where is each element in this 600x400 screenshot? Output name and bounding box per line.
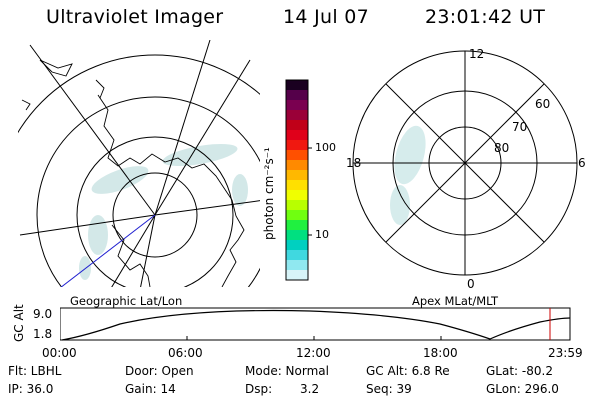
colorbar-band [286, 160, 308, 171]
seq-status: Seq: 39 [366, 382, 412, 396]
mlt-label-6: 6 [578, 156, 586, 170]
colorbar-band [286, 150, 308, 161]
aurora-emission [390, 125, 426, 225]
colorbar-band [286, 90, 308, 101]
instrument-title: Ultraviolet Imager [46, 6, 224, 28]
geographic-map [18, 40, 260, 287]
colorbar-band [286, 120, 308, 131]
mode-status: Mode: Normal [245, 364, 329, 378]
altitude-plot [60, 307, 571, 341]
colorbar-band [286, 230, 308, 241]
colorbar-tick-100: 100 [315, 141, 336, 154]
altitude-xtick: 00:00 [42, 346, 77, 360]
colorbar-band [286, 130, 308, 141]
mlat-label-70: 70 [512, 120, 528, 134]
date-label: 14 Jul 07 [283, 6, 370, 28]
dsp-status-value: 3.2 [300, 382, 320, 396]
filter-status: Flt: LBHL [8, 364, 62, 378]
colorbar-band [286, 80, 308, 91]
colorbar-band [286, 240, 308, 251]
left-map-label: Geographic Lat/Lon [70, 294, 183, 308]
colorbar-band [286, 200, 308, 211]
door-status: Door: Open [125, 364, 194, 378]
altitude-xtick: 18:00 [423, 346, 458, 360]
polar-map [352, 50, 578, 276]
right-map-label: Apex MLat/MLT [412, 294, 499, 308]
colorbar-band [286, 180, 308, 191]
colorbar-band [286, 140, 308, 151]
colorbar-band [286, 260, 308, 271]
gain-status: Gain: 14 [125, 382, 176, 396]
lat-circle [76, 136, 234, 287]
time-label: 23:01:42 UT [425, 6, 546, 28]
mlt-label-0: 0 [467, 277, 475, 291]
colorbar-band [286, 170, 308, 181]
mlt-label-12: 12 [469, 47, 485, 61]
glon-status: GLon: 296.0 [486, 382, 559, 396]
colorbar-gradient [286, 80, 308, 281]
colorbar-band [286, 270, 308, 281]
lat-circle [36, 96, 260, 287]
lat-circle [18, 54, 260, 134]
altitude-xtick: 23:59 [548, 346, 583, 360]
mlt-label-18: 18 [346, 156, 362, 170]
coastline [97, 94, 245, 287]
colorbar-band [286, 190, 308, 201]
dsp-status-label: Dsp: [245, 382, 273, 396]
altitude-ytick-max: 9.0 [33, 307, 53, 321]
mlat-label-80: 80 [494, 141, 510, 155]
colorbar-band [286, 210, 308, 221]
colorbar [285, 79, 312, 281]
mlat-label-60: 60 [535, 97, 551, 111]
altitude-ytick-min: 1.8 [33, 327, 53, 341]
altitude-ylabel: GC Alt [12, 304, 26, 342]
lat-circle [112, 172, 198, 258]
altitude-xtick: 12:00 [296, 346, 331, 360]
colorbar-band [286, 100, 308, 111]
altitude-curve [61, 309, 571, 341]
colorbar-tick-10: 10 [315, 228, 329, 241]
colorbar-unit-label: photon cm⁻²s⁻¹ [262, 147, 276, 240]
ip-status: IP: 36.0 [8, 382, 54, 396]
altitude-xtick: 06:00 [168, 346, 203, 360]
colorbar-band [286, 220, 308, 231]
glat-status: GLat: -80.2 [486, 364, 553, 378]
colorbar-band [286, 250, 308, 261]
colorbar-band [286, 110, 308, 121]
gc-alt-status: GC Alt: 6.8 Re [366, 364, 450, 378]
